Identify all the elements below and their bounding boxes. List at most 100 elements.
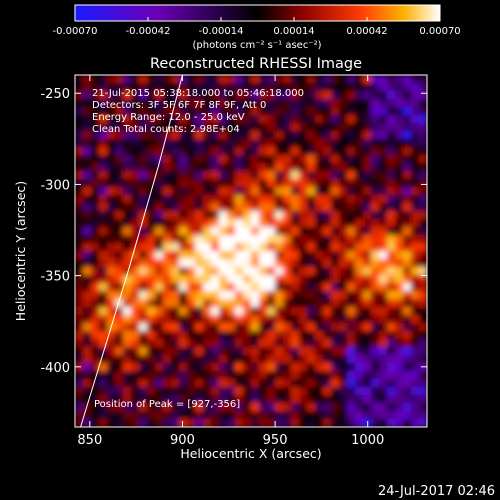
heatmap-cell bbox=[251, 267, 260, 276]
heatmap-cell bbox=[83, 323, 92, 332]
heatmap-cell bbox=[307, 299, 316, 308]
heatmap-cell bbox=[275, 235, 284, 244]
heatmap-cell bbox=[155, 411, 164, 420]
heatmap-cell bbox=[323, 315, 332, 324]
heatmap-cell bbox=[235, 99, 244, 108]
heatmap-cell bbox=[419, 219, 427, 228]
heatmap-cell bbox=[139, 155, 148, 164]
heatmap-cell bbox=[179, 147, 188, 156]
heatmap-cell bbox=[219, 195, 228, 204]
heatmap-cell bbox=[163, 347, 172, 356]
heatmap-cell bbox=[323, 187, 332, 196]
heatmap-cell bbox=[115, 331, 124, 340]
heatmap-cell bbox=[395, 211, 404, 220]
heatmap-cell bbox=[107, 419, 116, 427]
heatmap-cell bbox=[339, 371, 348, 380]
heatmap-cell bbox=[211, 91, 220, 100]
footer-timestamp: 24-Jul-2017 02:46 bbox=[378, 484, 495, 499]
heatmap-cell bbox=[115, 147, 124, 156]
heatmap-cell bbox=[395, 315, 404, 324]
heatmap-cell bbox=[139, 419, 148, 427]
heatmap-cell bbox=[315, 267, 324, 276]
heatmap-cell bbox=[251, 363, 260, 372]
heatmap-cell bbox=[363, 123, 372, 132]
heatmap-cell bbox=[275, 155, 284, 164]
heatmap-cell bbox=[387, 147, 396, 156]
heatmap-cell bbox=[99, 107, 108, 116]
heatmap-cell bbox=[211, 363, 220, 372]
heatmap-cell bbox=[331, 323, 340, 332]
heatmap-cell bbox=[403, 347, 412, 356]
heatmap-cell bbox=[339, 323, 348, 332]
heatmap-cell bbox=[251, 355, 260, 364]
heatmap-cell bbox=[115, 155, 124, 164]
heatmap-cell bbox=[251, 115, 260, 124]
solar-limb-line bbox=[80, 75, 183, 427]
heatmap-cell bbox=[283, 91, 292, 100]
heatmap-cell bbox=[251, 323, 260, 332]
heatmap-cell bbox=[291, 259, 300, 268]
heatmap-cell bbox=[315, 291, 324, 300]
heatmap-cell bbox=[267, 115, 276, 124]
heatmap-cell bbox=[363, 283, 372, 292]
heatmap-cell bbox=[371, 347, 380, 356]
heatmap-cell bbox=[163, 195, 172, 204]
heatmap-cell bbox=[299, 211, 308, 220]
heatmap-cell bbox=[139, 171, 148, 180]
heatmap-cell bbox=[179, 323, 188, 332]
heatmap-cell bbox=[251, 219, 260, 228]
heatmap-cell bbox=[235, 227, 244, 236]
heatmap-cell bbox=[331, 131, 340, 140]
heatmap-cell bbox=[307, 91, 316, 100]
heatmap-cell bbox=[371, 123, 380, 132]
heatmap-cell bbox=[91, 323, 100, 332]
heatmap-cell bbox=[163, 315, 172, 324]
heatmap-cell bbox=[291, 331, 300, 340]
heatmap-cell bbox=[203, 411, 212, 420]
heatmap-cell bbox=[347, 299, 356, 308]
heatmap-cell bbox=[107, 411, 116, 420]
heatmap-cell bbox=[387, 411, 396, 420]
heatmap-cell bbox=[331, 411, 340, 420]
heatmap-cell bbox=[379, 235, 388, 244]
heatmap-cell bbox=[195, 243, 204, 252]
heatmap-cell bbox=[131, 259, 140, 268]
heatmap-cell bbox=[251, 203, 260, 212]
heatmap-cell bbox=[163, 99, 172, 108]
heatmap-cell bbox=[347, 123, 356, 132]
heatmap-cell bbox=[371, 411, 380, 420]
heatmap-cell bbox=[251, 307, 260, 316]
heatmap-cell bbox=[347, 91, 356, 100]
heatmap-cell bbox=[347, 155, 356, 164]
heatmap-cell bbox=[203, 75, 212, 84]
heatmap-cell bbox=[171, 331, 180, 340]
heatmap-cell bbox=[275, 363, 284, 372]
heatmap-cell bbox=[371, 227, 380, 236]
heatmap-cell bbox=[219, 139, 228, 148]
heatmap-cell bbox=[283, 307, 292, 316]
heatmap-cell bbox=[259, 155, 268, 164]
heatmap-cell bbox=[403, 139, 412, 148]
heatmap-cell bbox=[107, 219, 116, 228]
heatmap-cell bbox=[195, 251, 204, 260]
heatmap-cell bbox=[115, 355, 124, 364]
heatmap-cell bbox=[339, 403, 348, 412]
heatmap-cell bbox=[83, 187, 92, 196]
heatmap-cell bbox=[163, 307, 172, 316]
heatmap-cell bbox=[267, 291, 276, 300]
heatmap-cell bbox=[395, 395, 404, 404]
heatmap-cell bbox=[283, 163, 292, 172]
heatmap-cell bbox=[379, 155, 388, 164]
heatmap-cell bbox=[211, 299, 220, 308]
heatmap-cell bbox=[91, 387, 100, 396]
heatmap-cell bbox=[83, 307, 92, 316]
heatmap-cell bbox=[91, 403, 100, 412]
heatmap-cell bbox=[123, 363, 132, 372]
heatmap-cell bbox=[227, 75, 236, 84]
heatmap-cell bbox=[99, 139, 108, 148]
heatmap-cell bbox=[107, 331, 116, 340]
heatmap-cell bbox=[339, 179, 348, 188]
heatmap-cell bbox=[291, 139, 300, 148]
heatmap-cell bbox=[163, 147, 172, 156]
heatmap-cell bbox=[379, 339, 388, 348]
